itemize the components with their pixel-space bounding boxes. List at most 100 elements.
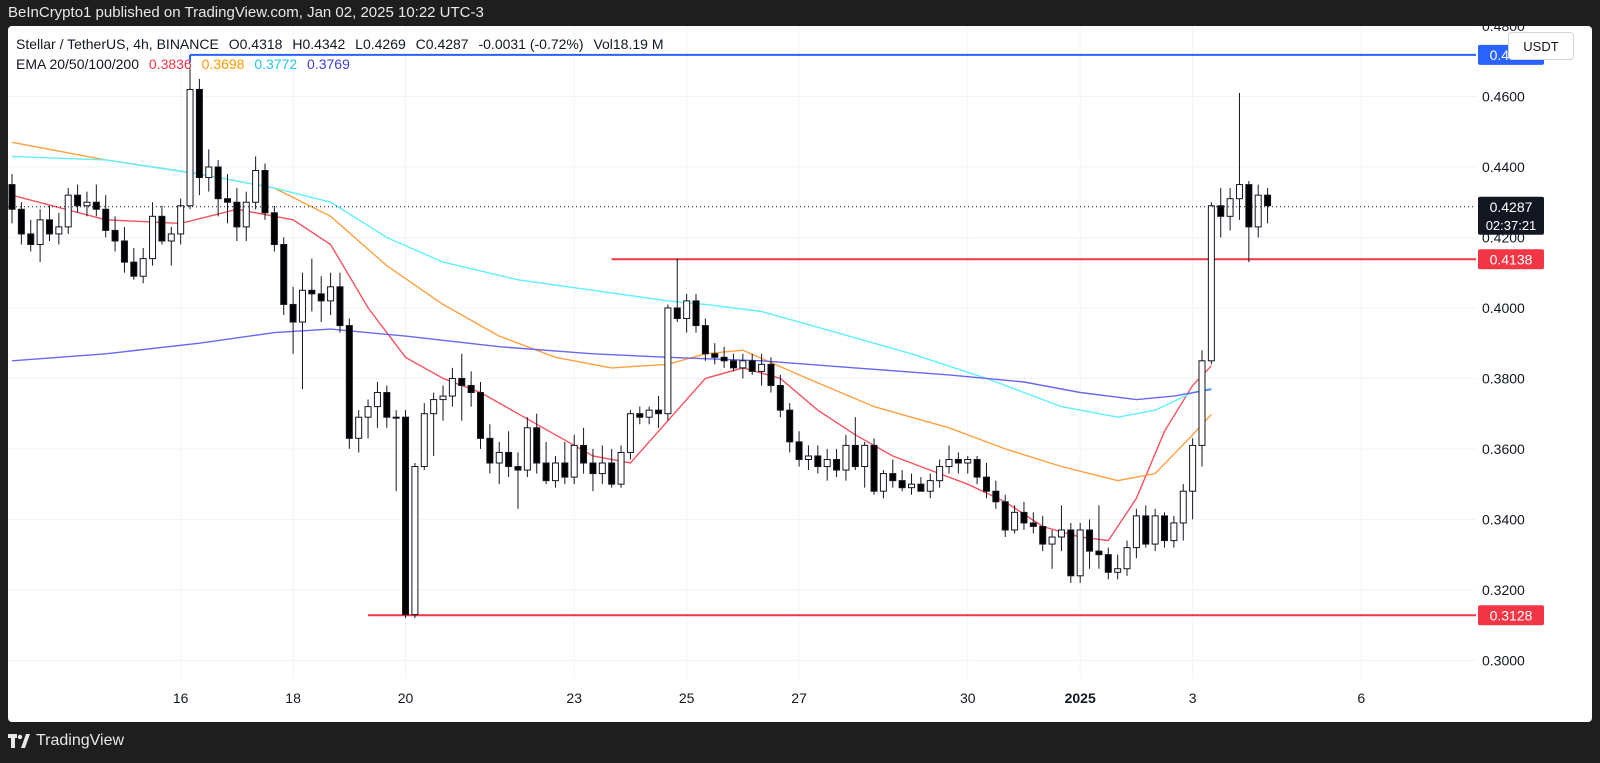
candle-body [1067,529,1075,577]
candle-body [74,194,82,207]
candles [8,68,1272,619]
candle-body [130,261,138,277]
candle-body [205,166,213,179]
candle-body [1029,522,1037,527]
last-price-tag [1478,196,1544,235]
candle-body [439,395,447,401]
ema50-value: 0.3698 [201,56,245,72]
candle-body [786,409,794,443]
time-axis[interactable]: 16 18 20 23 25 27 30 2025 3 6 [173,690,1366,706]
candle-body [823,458,831,468]
candle-body [149,215,157,260]
x-tick-label: 3 [1189,690,1197,706]
candle-body [861,444,869,468]
y-tick-label: 0.3200 [1482,582,1525,598]
candle-body [1114,568,1122,573]
x-tick-label: 2025 [1065,690,1096,706]
candle-body [64,194,72,228]
candle-body [898,480,906,489]
ema-row: EMA 20/50/100/200 0.3836 0.3698 0.3772 0… [16,54,670,74]
ema100-value: 0.3772 [254,56,298,72]
candle-body [645,409,653,418]
candle-body [1226,198,1234,217]
candle-body [533,427,541,464]
x-tick-label: 27 [791,690,807,706]
candle-body [617,451,625,485]
candle-body [214,166,222,200]
candle-body [739,360,747,369]
candle-body [580,444,588,464]
bar-countdown-label: 02:37:21 [1486,218,1537,233]
candle-body [373,392,381,408]
candle-body [908,483,916,489]
candle-body [1076,529,1084,577]
y-tick-label: 0.3600 [1482,441,1525,457]
candle-body [1011,511,1019,531]
candle-body [851,444,859,468]
candle-body [1198,360,1206,446]
candle-body [570,444,578,478]
candle-body [973,458,981,478]
candle-body [308,289,316,295]
candle-body [252,169,260,203]
candle-body [636,413,644,418]
ema-line [11,328,1212,401]
price-level-label: 0.3128 [1490,607,1533,623]
candle-body [83,201,91,207]
candle-body [45,219,53,235]
candle-body [748,360,756,372]
tradingview-brand[interactable]: TradingView [8,722,124,760]
candle-body [36,219,44,246]
open-value: O0.4318 [228,36,283,52]
ema-line [11,141,1212,482]
y-tick-label: 0.4600 [1482,88,1525,104]
candle-body [1039,525,1047,545]
x-tick-label: 30 [960,690,976,706]
candle-body [298,289,306,323]
y-tick-label: 0.3800 [1482,370,1525,386]
y-tick-label: 0.4800 [1482,26,1525,34]
grid-lines [8,26,1476,678]
price-level-label: 0.4138 [1490,251,1533,267]
candle-body [120,240,128,263]
candle-body [158,215,166,242]
candle-body [224,198,232,203]
x-tick-label: 18 [285,690,301,706]
candle-body [1179,490,1187,524]
symbol-label[interactable]: Stellar / TetherUS, 4h, BINANCE [16,36,219,52]
candle-body [711,353,719,358]
candle-body [8,184,16,210]
candle-body [495,451,503,464]
candle-body [195,88,203,179]
high-value: H0.4342 [292,36,346,52]
currency-button[interactable]: USDT [1508,32,1574,60]
price-axis[interactable]: 0.3000 0.3200 0.3400 0.3600 0.3800 0.4000 0.42… [1482,26,1525,668]
candle-body [411,466,419,616]
candle-body [523,427,531,471]
candle-body [261,169,269,214]
candle-body [598,462,606,475]
candle-body [233,201,241,228]
candle-body [505,451,513,468]
candle-body [926,480,934,492]
ema-label[interactable]: EMA 20/50/100/200 [16,56,139,72]
candle-body [467,384,475,394]
candle-body [448,377,456,397]
candle-body [664,307,672,415]
candle-body [364,406,372,418]
candle-body [1151,515,1159,545]
candle-body [917,483,925,492]
y-tick-label: 0.4400 [1482,159,1525,175]
low-value: L0.4269 [355,36,406,52]
x-tick-label: 16 [173,690,189,706]
candle-body [1161,515,1169,542]
ohlc-row: Stellar / TetherUS, 4h, BINANCE O0.4318 … [16,34,670,54]
footer-bar: TradingView [0,722,1600,760]
ema200-value: 0.3769 [307,56,350,72]
last-price-label: 0.4287 [1490,199,1533,215]
y-tick-label: 0.4200 [1482,229,1525,245]
candle-body [1086,529,1094,552]
